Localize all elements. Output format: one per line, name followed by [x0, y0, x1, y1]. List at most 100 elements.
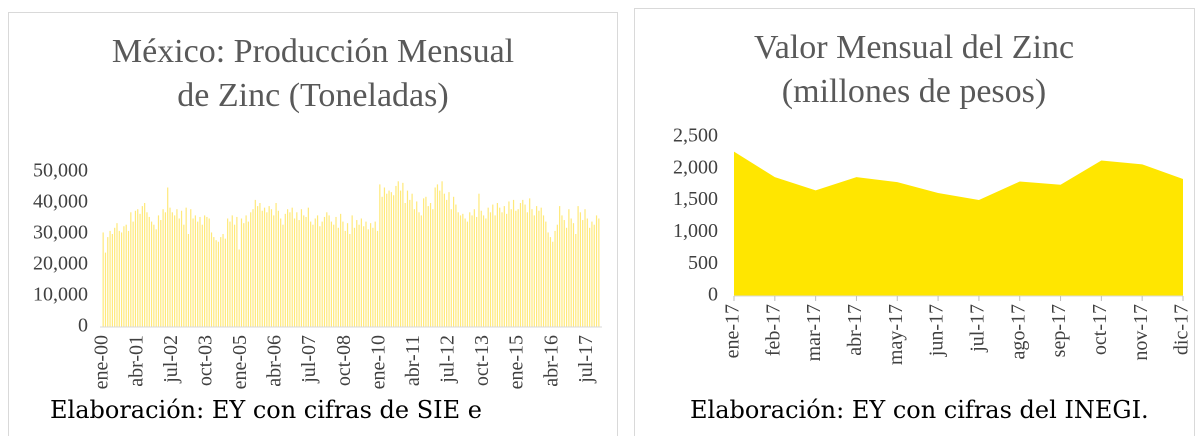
bar	[579, 212, 582, 327]
bar	[282, 224, 284, 327]
bar	[220, 237, 222, 327]
bar	[464, 218, 466, 327]
y-tick-label: 40,000	[33, 191, 88, 213]
bar	[289, 212, 291, 327]
bar	[120, 232, 123, 327]
bar	[314, 218, 316, 327]
bar	[257, 206, 259, 327]
bar	[330, 221, 333, 327]
x-tick-label: may-17	[885, 304, 907, 365]
x-tick-label: jul-17	[575, 335, 597, 384]
bar	[187, 234, 190, 327]
y-tick-label: 500	[688, 252, 718, 274]
bar	[321, 221, 323, 327]
bar	[356, 220, 358, 327]
bar	[531, 209, 533, 327]
bar	[402, 182, 404, 327]
bar	[261, 210, 263, 327]
bar	[199, 216, 201, 327]
bar	[178, 218, 180, 327]
bar	[316, 215, 319, 327]
bar	[372, 227, 374, 327]
panel-left	[8, 12, 618, 436]
bar	[485, 218, 487, 327]
bar	[418, 212, 420, 327]
bar	[501, 212, 503, 327]
bar	[213, 237, 215, 327]
bar	[312, 224, 314, 327]
bar	[517, 209, 519, 327]
x-tick-label: dic-17	[1171, 304, 1193, 355]
bar	[146, 212, 148, 327]
bar	[565, 227, 568, 327]
bar	[245, 215, 247, 327]
bar	[268, 206, 270, 327]
bar	[157, 215, 160, 327]
bar	[423, 198, 425, 327]
bar	[427, 206, 429, 327]
bar	[132, 221, 134, 327]
bar	[243, 223, 245, 327]
bar	[487, 207, 489, 327]
bar	[300, 209, 303, 327]
chart-title: México: Producción Mensual	[112, 33, 514, 70]
bar	[524, 204, 526, 327]
bar	[492, 204, 494, 327]
bar	[575, 234, 577, 327]
x-tick-label: oct-17	[1089, 304, 1111, 355]
bar	[319, 226, 321, 327]
bar	[365, 221, 367, 327]
bar	[439, 190, 441, 327]
x-tick-label: ene-10	[367, 335, 389, 389]
bar	[506, 213, 508, 327]
bar	[563, 220, 565, 327]
bar	[134, 210, 137, 327]
bar	[540, 207, 542, 327]
bar	[494, 215, 496, 327]
bar	[395, 185, 397, 327]
bar	[383, 187, 386, 327]
bar	[595, 215, 598, 327]
bar	[379, 184, 381, 327]
bar	[425, 196, 427, 327]
bar	[224, 238, 226, 327]
bar	[111, 234, 113, 327]
bar	[180, 210, 183, 327]
bar	[429, 203, 432, 327]
x-tick-label: abr-16	[540, 335, 562, 387]
x-tick-label: abr-11	[402, 335, 424, 386]
chart-title: (millones de pesos)	[782, 73, 1046, 110]
x-tick-label: jul-17	[967, 304, 989, 353]
bar	[293, 218, 296, 327]
bar	[446, 199, 448, 327]
bar	[545, 221, 547, 327]
bar	[263, 207, 266, 327]
bar	[466, 221, 469, 327]
bar	[409, 199, 411, 327]
bar	[471, 215, 473, 327]
bar	[296, 212, 298, 327]
bar	[432, 209, 434, 327]
bar	[192, 218, 194, 327]
x-tick-label: abr-06	[264, 335, 286, 387]
bar	[363, 226, 365, 327]
bar	[577, 206, 579, 327]
bar	[404, 203, 406, 327]
x-tick-label: jun-17	[926, 304, 948, 357]
bar	[399, 190, 402, 327]
bar	[150, 221, 153, 327]
bar	[123, 226, 125, 327]
bar	[443, 193, 445, 327]
bar	[499, 207, 501, 327]
x-tick-label: ene-05	[229, 335, 251, 389]
bar	[508, 201, 510, 327]
y-tick-label: 10,000	[33, 284, 88, 306]
bar	[448, 192, 450, 327]
bar	[250, 212, 252, 327]
bar	[598, 218, 600, 327]
bar	[236, 216, 238, 327]
bar	[240, 218, 243, 327]
bar	[227, 218, 229, 327]
bar	[284, 213, 286, 327]
bar	[510, 209, 512, 327]
